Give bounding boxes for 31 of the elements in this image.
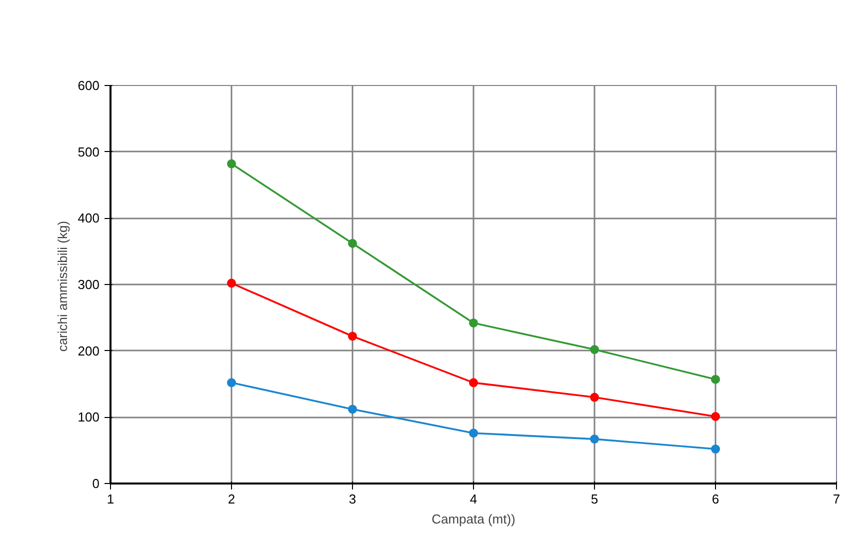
point <box>227 159 236 168</box>
y-tick-label: 200 <box>78 343 100 358</box>
y-axis-title: carichi ammissibili (kg) <box>54 220 70 352</box>
x-tick-label: 5 <box>590 492 598 506</box>
point <box>227 378 236 388</box>
point <box>711 412 720 421</box>
y-tick-label: 400 <box>78 210 100 226</box>
point <box>469 428 478 438</box>
x-tick-label: 7 <box>832 492 840 506</box>
y-tick-label: 0 <box>92 476 100 491</box>
point <box>711 444 720 454</box>
point <box>590 434 599 444</box>
x-tick-label: 2 <box>228 492 236 506</box>
point <box>590 345 599 354</box>
point <box>348 404 357 414</box>
point <box>590 392 599 402</box>
y-tick-label: 600 <box>78 78 100 93</box>
x-tick-label: 1 <box>106 492 114 506</box>
x-tick-label: 3 <box>348 492 356 506</box>
x-tick-label: 4 <box>470 492 478 506</box>
point <box>469 378 478 388</box>
point <box>348 332 357 341</box>
x-tick-label: 6 <box>712 492 720 506</box>
point <box>348 238 357 248</box>
point <box>469 318 478 328</box>
point <box>227 278 236 288</box>
y-tick-label: 300 <box>78 277 100 292</box>
x-axis-title: Campata (mt)) <box>432 512 516 526</box>
point <box>711 374 720 384</box>
y-tick-label: 500 <box>78 144 100 160</box>
y-tick-label: 100 <box>78 410 100 425</box>
